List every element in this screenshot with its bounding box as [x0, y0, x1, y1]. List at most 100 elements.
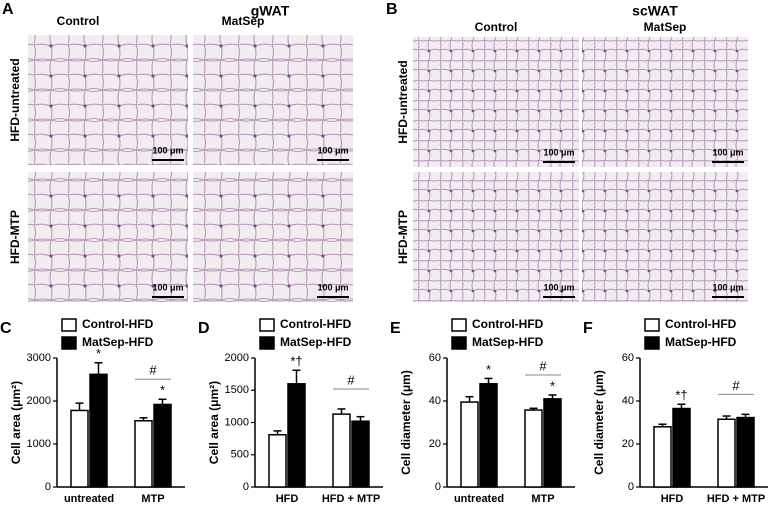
x-tick-label: HFD + MTP: [322, 493, 380, 505]
significance-mark: #: [732, 378, 740, 393]
bar: [134, 420, 153, 488]
scale-bar-label: 100 μm: [712, 147, 743, 157]
significance-mark: *†: [290, 354, 302, 369]
significance-mark: #: [539, 358, 547, 373]
micrograph: [413, 172, 579, 302]
bar: [672, 407, 691, 488]
significance-mark: #: [149, 363, 157, 378]
micrograph: [582, 172, 748, 302]
bar: [332, 413, 351, 488]
y-tick-label: 0: [435, 481, 441, 493]
y-tick-label: 60: [429, 352, 441, 364]
scale-bar-label: 100 μm: [543, 147, 574, 157]
legend-label: Control-HFD: [472, 317, 544, 331]
bar: [89, 373, 108, 488]
legend-label: MatSep-HFD: [280, 335, 352, 349]
significance-mark: *: [486, 362, 491, 377]
y-tick-label: 2000: [27, 395, 51, 407]
micrograph: [28, 35, 188, 165]
legend-swatch: [61, 336, 77, 350]
legend-swatch: [451, 336, 467, 350]
y-tick-label: 20: [429, 438, 441, 450]
bar: [268, 434, 287, 488]
y-tick-label: 0: [628, 481, 634, 493]
row-label: HFD-untreated: [396, 60, 410, 143]
micrograph: [193, 35, 353, 165]
legend-label: Control-HFD: [665, 317, 737, 331]
bar: [460, 401, 479, 488]
significance-mark: *: [96, 346, 101, 361]
x-tick-label: HFD + MTP: [707, 493, 765, 505]
bar: [153, 403, 172, 488]
row-label: HFD-MTP: [8, 210, 22, 264]
legend-label: Control-HFD: [82, 317, 154, 331]
legend-label: MatSep-HFD: [665, 335, 737, 349]
y-tick-label: 60: [622, 352, 634, 364]
scale-bar-label: 100 μm: [152, 145, 183, 155]
panel-letter: E: [390, 320, 401, 337]
bar: [479, 383, 498, 488]
column-label: Control: [57, 14, 100, 28]
legend-swatch: [451, 318, 467, 332]
bar: [524, 409, 543, 488]
legend-label: MatSep-HFD: [472, 335, 544, 349]
micrograph: [582, 37, 748, 167]
bar: [717, 418, 736, 488]
bar: [653, 426, 672, 488]
y-tick-label: 1000: [27, 438, 51, 450]
significance-mark: *: [160, 383, 165, 398]
x-tick-label: untreated: [64, 493, 114, 505]
legend-swatch: [644, 336, 660, 350]
y-tick-label: 500: [231, 449, 249, 461]
column-label: MatSep: [644, 20, 687, 34]
significance-mark: *: [550, 378, 555, 393]
legend-label: MatSep-HFD: [82, 335, 154, 349]
panel-title: scWAT: [632, 3, 678, 19]
row-label: HFD-MTP: [396, 210, 410, 264]
y-tick-label: 3000: [27, 352, 51, 364]
y-axis-label: Cell area (μm²): [207, 381, 221, 464]
legend-swatch: [259, 336, 275, 350]
scale-bar-label: 100 μm: [712, 282, 743, 292]
bar: [287, 383, 306, 488]
y-axis-label: Cell area (μm²): [9, 381, 23, 464]
micrograph: [28, 172, 188, 302]
panel-title: gWAT: [251, 3, 290, 19]
y-tick-label: 0: [243, 481, 249, 493]
legend-label: Control-HFD: [280, 317, 352, 331]
x-tick-label: HFD: [661, 493, 684, 505]
x-tick-label: untreated: [454, 493, 504, 505]
y-tick-label: 40: [622, 395, 634, 407]
x-tick-label: MTP: [531, 493, 554, 505]
y-tick-label: 40: [429, 395, 441, 407]
scale-bar-label: 100 μm: [543, 282, 574, 292]
micrograph: [413, 37, 579, 167]
panel-letter: B: [386, 1, 398, 18]
panel-letter: F: [583, 320, 593, 337]
scale-bar-label: 100 μm: [317, 282, 348, 292]
panel-letter: C: [0, 320, 12, 337]
significance-mark: *†: [675, 388, 687, 403]
micrograph: [193, 172, 353, 302]
y-tick-label: 2000: [225, 352, 249, 364]
panel-letter: D: [198, 320, 210, 337]
y-axis-label: Cell diameter (μm): [592, 370, 606, 475]
legend-swatch: [644, 318, 660, 332]
scale-bar-label: 100 μm: [317, 145, 348, 155]
panel-letter: A: [2, 1, 14, 18]
bar: [351, 420, 370, 488]
y-axis-label: Cell diameter (μm): [399, 370, 413, 475]
column-label: Control: [475, 20, 518, 34]
y-tick-label: 20: [622, 438, 634, 450]
significance-mark: #: [347, 372, 355, 387]
scale-bar-label: 100 μm: [152, 282, 183, 292]
x-tick-label: MTP: [141, 493, 164, 505]
y-tick-label: 1500: [225, 384, 249, 396]
y-tick-label: 0: [45, 481, 51, 493]
bar: [70, 409, 89, 488]
legend-swatch: [61, 318, 77, 332]
bar: [736, 416, 755, 488]
column-label: MatSep: [222, 14, 265, 28]
y-tick-label: 1000: [225, 416, 249, 428]
